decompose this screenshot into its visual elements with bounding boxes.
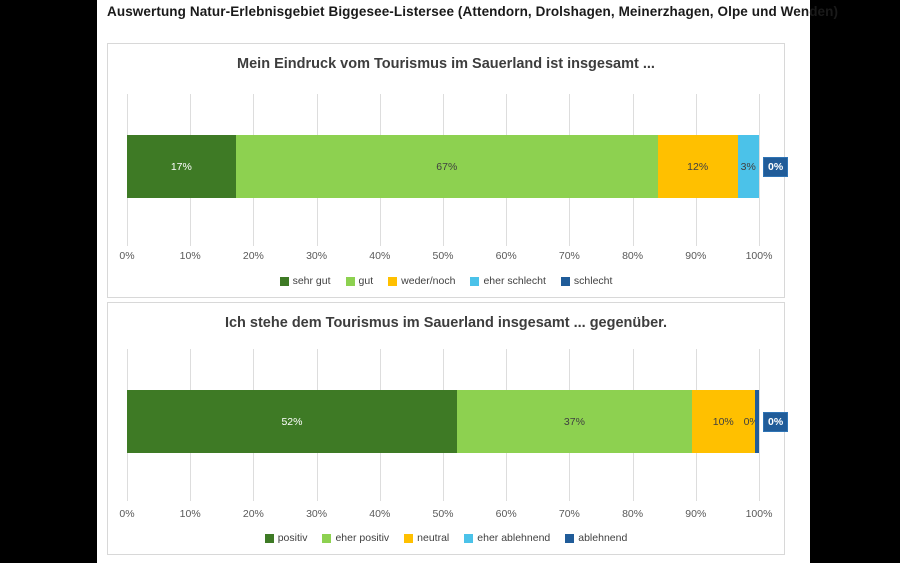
legend-item: eher positiv <box>322 532 389 544</box>
legend-label: positiv <box>277 532 308 544</box>
axis-tick-label: 70% <box>558 250 580 262</box>
bar-segment: 67% <box>235 135 658 198</box>
legend-label: eher ablehnend <box>477 532 551 544</box>
plot-area: 17% 67% 12% 3% 0% <box>127 94 789 246</box>
bar-segment: 52% <box>127 390 457 453</box>
legend-swatch <box>565 533 575 543</box>
legend-swatch <box>388 276 398 286</box>
legend-label: sehr gut <box>292 275 331 287</box>
stacked-bar: 17% 67% 12% 3% 0% <box>127 135 789 198</box>
legend-item: positiv <box>264 532 308 544</box>
legend-swatch <box>470 276 480 286</box>
legend-swatch <box>279 276 289 286</box>
legend-swatch <box>345 276 355 286</box>
axis-tick-label: 80% <box>622 508 644 520</box>
segment-label: 3% <box>740 160 756 173</box>
axis-tick-label: 30% <box>306 508 328 520</box>
axis-tick-label: 40% <box>369 250 391 262</box>
legend-label: neutral <box>417 532 450 544</box>
bar-segment <box>754 390 759 453</box>
axis-tick-label: 50% <box>432 250 454 262</box>
axis-tick-label: 10% <box>179 508 201 520</box>
chart-legend: sehr gut gut weder/noch eher schlecht schlec… <box>108 275 784 287</box>
zero-value-badge: 0% <box>763 156 789 177</box>
letterbox-right <box>810 0 900 563</box>
bar-segment: 12% <box>657 135 738 198</box>
legend-item: schlecht <box>560 275 613 287</box>
axis-tick-label: 20% <box>242 508 264 520</box>
legend-item: ablehnend <box>565 532 627 544</box>
legend-label: eher positiv <box>335 532 390 544</box>
legend-swatch <box>322 533 332 543</box>
bar-segment: 3% <box>737 135 759 198</box>
x-axis: 0% 10% 20% 30% 40% 50% 60% 70% 80% 90% 100% <box>119 508 772 522</box>
legend-item: neutral <box>404 532 449 544</box>
axis-tick-label: 40% <box>369 508 391 520</box>
axis-tick-label: 0% <box>119 250 135 262</box>
legend-label: gut <box>358 275 374 287</box>
axis-tick-label: 0% <box>119 508 135 520</box>
plot-area: 52% 37% 10% 0% 0% <box>127 349 789 501</box>
legend-item: weder/noch <box>388 275 455 287</box>
legend-label: weder/noch <box>401 275 456 287</box>
legend-swatch <box>464 533 474 543</box>
gridline <box>759 94 760 246</box>
axis-tick-label: 50% <box>432 508 454 520</box>
legend-swatch <box>560 276 570 286</box>
axis-tick-label: 60% <box>495 250 517 262</box>
axis-tick-label: 60% <box>495 508 517 520</box>
segment-label: 67% <box>436 160 458 173</box>
gridline <box>759 349 760 501</box>
chart-card-eindruck: Mein Eindruck vom Tourismus im Sauerland… <box>107 43 789 298</box>
segment-label: 17% <box>170 160 192 173</box>
axis-tick-label: 30% <box>306 250 328 262</box>
segment-label: 12% <box>687 160 709 173</box>
stacked-bar: 52% 37% 10% 0% 0% <box>127 390 789 453</box>
page-title: Auswertung Natur-Erlebnisgebiet Biggesee… <box>107 4 839 19</box>
legend-item: sehr gut <box>279 275 331 287</box>
axis-tick-label: 10% <box>179 250 201 262</box>
segment-label: 52% <box>281 415 303 428</box>
legend-label: ablehnend <box>578 532 628 544</box>
axis-tick-label: 100% <box>745 508 773 520</box>
axis-tick-label: 20% <box>242 250 264 262</box>
bar-segment: 17% <box>127 135 236 198</box>
legend-label: schlecht <box>573 275 613 287</box>
legend-item: eher schlecht <box>470 275 546 287</box>
zero-value-badge: 0% <box>763 411 789 432</box>
bar-segment: 37% <box>456 390 692 453</box>
axis-tick-label: 100% <box>745 250 773 262</box>
axis-tick-label: 90% <box>685 508 707 520</box>
legend-swatch <box>264 533 274 543</box>
chart-title: Mein Eindruck vom Tourismus im Sauerland… <box>237 56 655 72</box>
legend-item: eher ablehnend <box>464 532 550 544</box>
letterbox-left <box>0 0 97 563</box>
legend-item: gut <box>345 275 374 287</box>
bar-segment: 10% <box>691 390 755 453</box>
chart-title: Ich stehe dem Tourismus im Sauerland ins… <box>224 315 668 331</box>
segment-label: 10% <box>712 415 734 428</box>
legend-label: eher schlecht <box>483 275 546 287</box>
legend-swatch <box>404 533 414 543</box>
x-axis: 0% 10% 20% 30% 40% 50% 60% 70% 80% 90% 100% <box>119 250 772 264</box>
chart-legend: positiv eher positiv neutral eher ablehnend… <box>108 532 784 544</box>
axis-tick-label: 70% <box>558 508 580 520</box>
chart-card-einstellung: Ich stehe dem Tourismus im Sauerland ins… <box>107 302 789 555</box>
segment-label: 37% <box>563 415 585 428</box>
axis-tick-label: 80% <box>622 250 644 262</box>
axis-tick-label: 90% <box>685 250 707 262</box>
